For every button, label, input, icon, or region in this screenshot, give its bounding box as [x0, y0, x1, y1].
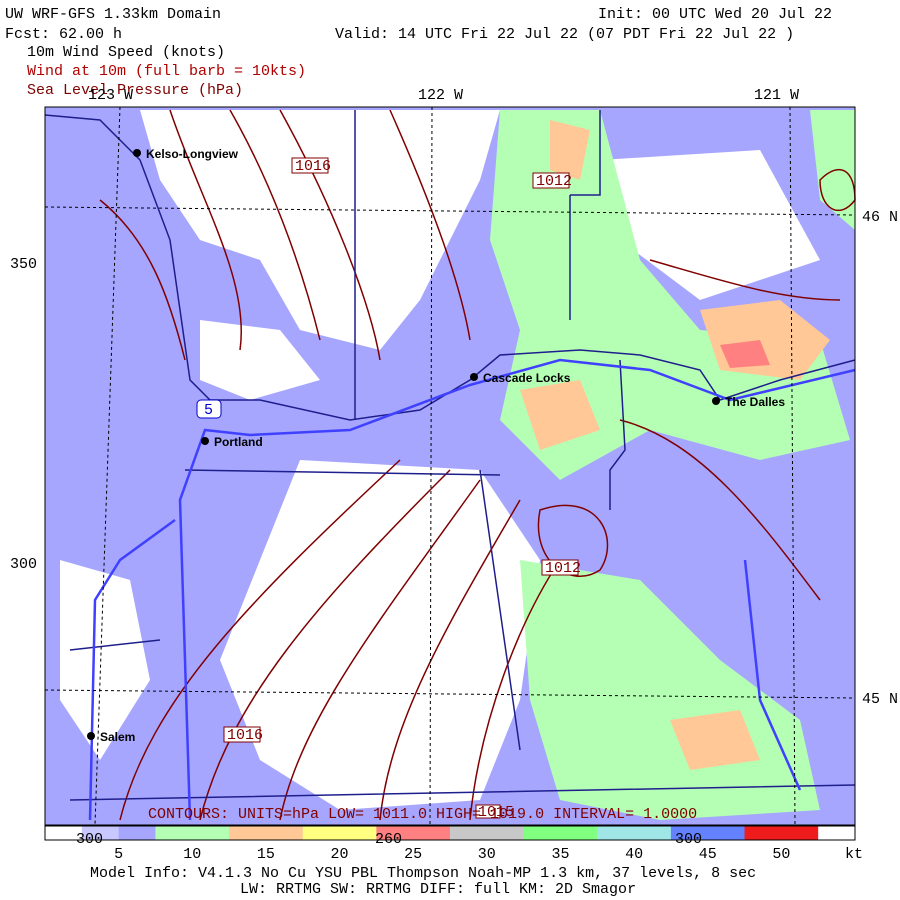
lat-label: 46 N	[862, 209, 898, 226]
grid-label: 300	[10, 556, 37, 573]
color-swatch	[265, 826, 304, 840]
contour-label: 1016	[227, 727, 263, 744]
color-swatch	[192, 826, 230, 840]
lon-label: 123 W	[88, 87, 133, 104]
legend-label: 15	[257, 846, 275, 863]
legend-label: 35	[551, 846, 569, 863]
city-label: Portland	[214, 435, 263, 449]
color-swatch	[781, 826, 819, 840]
color-swatch	[707, 826, 746, 840]
highway-shield	[196, 399, 222, 419]
color-swatch	[486, 826, 525, 840]
legend-label: 50	[772, 846, 790, 863]
grid-label: 350	[10, 256, 37, 273]
color-swatch	[45, 826, 83, 840]
lon-label: 121 W	[754, 87, 799, 104]
city-label: Kelso-Longview	[146, 147, 239, 161]
color-swatch	[118, 826, 156, 840]
color-swatch	[81, 826, 120, 840]
colorbar-frame	[44, 825, 856, 841]
color-swatch	[302, 826, 341, 840]
highest-wind-areas	[720, 340, 770, 368]
legend-label: 10	[183, 846, 201, 863]
low-wind-areas	[60, 110, 820, 810]
color-swatch	[634, 826, 672, 840]
color-swatch	[744, 826, 782, 840]
color-swatch	[560, 826, 598, 840]
color-swatch	[339, 826, 377, 840]
contour-label: 1012	[536, 173, 572, 190]
color-swatch	[670, 826, 709, 840]
legend-label: 5	[114, 846, 123, 863]
cities: Kelso-Longview Portland Cascade Locks Th…	[87, 147, 785, 744]
contour-label: 1016	[295, 158, 331, 175]
pressure-contours	[99, 109, 856, 821]
city-label: Salem	[100, 730, 135, 744]
legend-label: 25	[404, 846, 422, 863]
header: UW WRF-GFS 1.33km Domain Init: 00 UTC We…	[5, 6, 832, 99]
field: 10m Wind Speed (knots)	[27, 44, 225, 61]
contour-info: CONTOURS: UNITS=hPa LOW= 1011.0 HIGH= 10…	[148, 806, 697, 823]
contour-labels: 1016 1012 1012 1016 1015	[223, 157, 581, 821]
city-label: The Dalles	[725, 395, 785, 409]
bottom-label: 300	[76, 831, 103, 848]
color-swatch	[413, 826, 451, 840]
color-swatch	[523, 826, 561, 840]
legend-unit: kt	[845, 846, 863, 863]
color-swatch	[597, 826, 635, 840]
color-swatch	[376, 826, 414, 840]
city-label: Cascade Locks	[483, 371, 571, 385]
title: UW WRF-GFS 1.33km Domain	[5, 6, 221, 23]
color-swatch	[155, 826, 193, 840]
boundaries	[44, 110, 856, 801]
lat-label: 45 N	[862, 691, 898, 708]
legend-label: 45	[699, 846, 717, 863]
legend-label: 40	[625, 846, 643, 863]
color-swatch	[229, 826, 267, 840]
init: Init: 00 UTC Wed 20 Jul 22	[598, 6, 832, 23]
legend-label: 20	[331, 846, 349, 863]
contour-label: 1012	[545, 560, 581, 577]
map-frame	[44, 106, 856, 826]
fcst: Fcst: 62.00 h	[5, 26, 122, 43]
valid: Valid: 14 UTC Fri 22 Jul 22 (07 PDT Fri …	[335, 26, 794, 43]
rivers	[88, 358, 856, 821]
field: Wind at 10m (full barb = 10kts)	[27, 63, 306, 80]
contour-label: 1015	[478, 804, 514, 821]
colorbar: 5 10 15 20 25 30 35 40 45 50	[44, 825, 856, 863]
map: 123 W 122 W 121 W 46 N 45 N 350 300 Kels…	[10, 87, 898, 826]
footer: LW: RRTMG SW: RRTMG DIFF: full KM: 2D Sm…	[240, 881, 636, 898]
bottom-label: 260	[375, 831, 402, 848]
legend-label: 30	[478, 846, 496, 863]
lon-label: 122 W	[418, 87, 463, 104]
footer: Model Info: V4.1.3 No Cu YSU PBL Thompso…	[90, 865, 756, 882]
bottom-label: 300	[675, 831, 702, 848]
highway-label: 5	[204, 402, 213, 419]
field: Sea Level Pressure (hPa)	[27, 82, 243, 99]
color-swatch	[818, 826, 856, 840]
color-swatch	[450, 826, 488, 840]
